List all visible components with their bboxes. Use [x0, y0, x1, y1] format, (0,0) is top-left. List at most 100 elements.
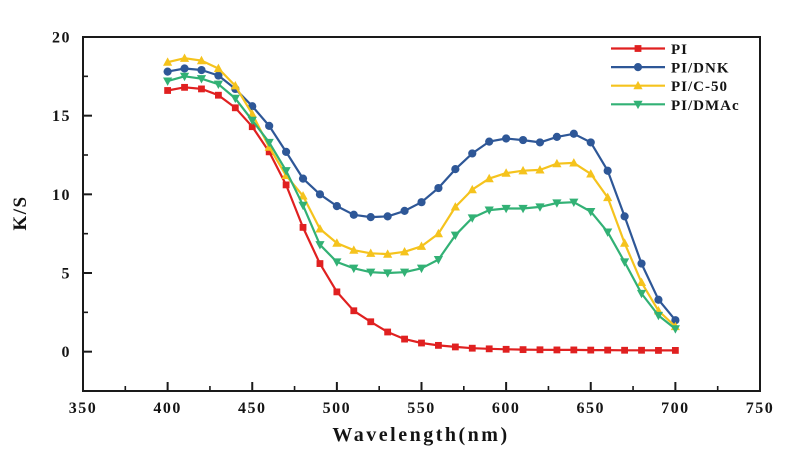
x-tick-label: 600: [492, 400, 521, 417]
x-tick-label: 500: [323, 400, 352, 417]
circle-marker: [620, 212, 629, 221]
square-marker: [634, 45, 642, 52]
triangle-down-marker: [653, 311, 664, 321]
y-tick-label: 5: [62, 266, 72, 283]
legend-item-PI/DMAc: PI/DMAc: [611, 98, 739, 114]
triangle-down-marker: [383, 269, 393, 278]
square-marker: [231, 104, 239, 112]
circle-marker: [400, 206, 409, 215]
triangle-down-marker: [298, 201, 308, 211]
triangle-up-marker: [501, 168, 511, 177]
triangle-up-marker: [603, 192, 613, 202]
plot-frame: [82, 36, 761, 392]
triangle-down-marker: [484, 206, 494, 215]
triangle-up-marker: [552, 158, 562, 168]
plot-border: [82, 36, 761, 392]
triangle-up-marker: [633, 80, 643, 90]
triangle-up-marker: [383, 249, 393, 258]
triangle-down-marker: [399, 268, 410, 278]
triangle-down-marker: [552, 199, 562, 208]
triangle-down-marker: [535, 203, 545, 212]
square-marker: [418, 339, 425, 347]
legend-label: PI/C-50: [671, 79, 728, 95]
square-marker: [299, 223, 307, 231]
series-PI/C-50: [163, 53, 680, 331]
square-marker: [265, 148, 273, 156]
triangle-up-marker: [298, 191, 308, 200]
triangle-up-marker: [450, 202, 460, 211]
circle-marker: [671, 316, 680, 325]
y-axis-title: K/S: [10, 195, 31, 230]
triangle-up-marker: [179, 53, 190, 62]
square-marker: [282, 181, 290, 189]
circle-marker: [417, 198, 426, 207]
circle-marker: [214, 71, 223, 80]
triangle-up-marker: [213, 63, 223, 73]
triangle-up-marker: [620, 238, 630, 247]
triangle-up-marker: [433, 228, 444, 238]
square-marker: [367, 318, 375, 326]
square-marker: [435, 341, 442, 349]
circle-marker: [518, 135, 528, 145]
triangle-down-marker: [179, 72, 190, 82]
square-marker: [384, 328, 392, 336]
triangle-up-marker: [399, 246, 410, 256]
circle-marker: [654, 295, 663, 304]
triangle-down-marker: [247, 116, 257, 126]
y-tick-label: 0: [62, 344, 72, 361]
circle-marker: [586, 138, 595, 147]
x-axis-title: Wavelength(nm): [332, 424, 509, 446]
circle-marker: [383, 212, 392, 221]
x-tick-label: 750: [746, 400, 775, 417]
square-marker: [350, 307, 358, 315]
square-marker: [333, 288, 341, 296]
x-tick-label: 350: [69, 400, 98, 417]
square-marker: [655, 347, 662, 354]
triangle-up-marker: [230, 80, 240, 90]
square-marker: [519, 346, 527, 354]
x-tick-label: 400: [153, 400, 182, 417]
triangle-down-marker: [467, 214, 477, 223]
square-marker: [468, 344, 476, 352]
triangle-up-marker: [416, 241, 427, 250]
x-tick-label: 650: [577, 400, 606, 417]
circle-marker: [366, 213, 375, 222]
circle-marker: [633, 63, 643, 72]
square-marker: [621, 346, 628, 354]
triangle-down-marker: [603, 228, 613, 237]
square-marker: [502, 345, 510, 353]
triangle-down-marker: [450, 231, 460, 241]
triangle-up-marker: [586, 169, 596, 178]
circle-marker: [434, 183, 443, 193]
triangle-down-marker: [620, 258, 630, 267]
series-PI: [164, 83, 679, 354]
legend-item-PI/C-50: PI/C-50: [611, 79, 728, 95]
triangle-up-marker: [484, 173, 494, 183]
legend-label: PI: [671, 42, 688, 58]
y-tick-label: 20: [52, 30, 71, 47]
triangle-down-marker: [633, 100, 643, 110]
triangle-up-marker: [349, 245, 359, 254]
square-marker: [164, 87, 172, 94]
legend: PI PI/DNK PI/C-50 PI/DMAc: [611, 42, 739, 114]
triangle-up-marker: [332, 238, 342, 247]
series-PI/DNK: [163, 64, 680, 325]
triangle-down-marker: [281, 167, 291, 176]
square-marker: [587, 346, 595, 354]
square-marker: [198, 85, 205, 93]
square-marker: [316, 260, 324, 267]
circle-marker: [248, 102, 257, 111]
series-line-PI/C-50: [166, 57, 677, 328]
circle-marker: [265, 121, 274, 130]
square-marker: [671, 347, 679, 354]
legend-item-PI/DNK: PI/DNK: [611, 61, 729, 77]
circle-marker: [569, 129, 578, 138]
triangle-up-marker: [196, 55, 207, 65]
triangle-down-marker: [213, 80, 223, 89]
triangle-down-marker: [636, 289, 647, 299]
triangle-up-marker: [569, 158, 579, 167]
square-marker: [248, 123, 256, 131]
circle-marker: [637, 259, 646, 268]
square-marker: [401, 335, 408, 343]
